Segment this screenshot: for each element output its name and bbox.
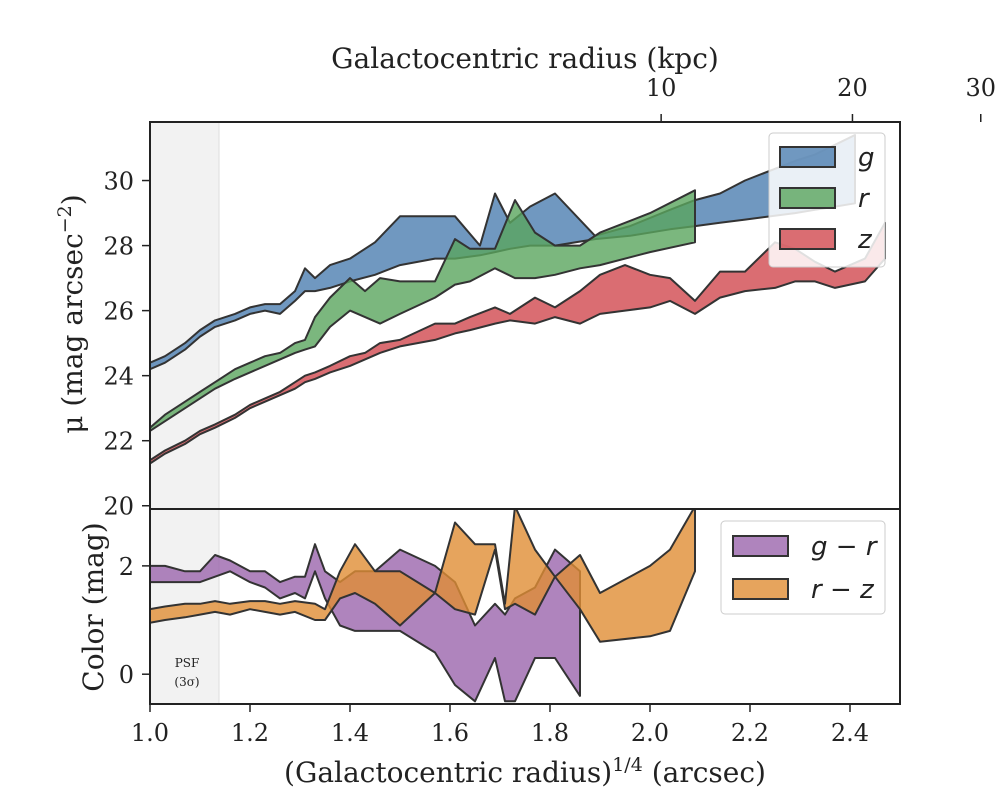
legend-items: grz xyxy=(779,143,875,255)
color-tick-label: 2 xyxy=(119,553,134,581)
radius-tick-label: 2.0 xyxy=(631,719,669,747)
legend-label: r xyxy=(858,184,871,214)
color-tick-label: 0 xyxy=(119,661,134,689)
legend-label: z xyxy=(857,225,873,255)
legend-label: g xyxy=(858,143,875,173)
color-axis-ticks: 02 xyxy=(119,553,150,689)
radius-tick-label: 1.2 xyxy=(231,719,269,747)
psf-shaded-region xyxy=(150,122,219,509)
color-panel: 02 1.0 1.2 1.4 1.6 1.8 2.0 2.2 2.4 Color (mag) … xyxy=(77,508,901,789)
color-series xyxy=(150,509,696,703)
mu-tick-label: 28 xyxy=(103,233,134,261)
mu-tick-label: 24 xyxy=(103,363,134,391)
radius-tick-label: 1.8 xyxy=(531,719,569,747)
mu-axis-title: μ (mag arcsec−2) xyxy=(54,194,89,433)
legend-swatch xyxy=(732,578,789,600)
radius-tick-label: 2.2 xyxy=(731,719,769,747)
radius-tick-label: 2.4 xyxy=(831,719,869,747)
radius-tick-label: 1.4 xyxy=(331,719,369,747)
legend-label: g − r xyxy=(811,532,879,562)
radius-tick-label: 1.6 xyxy=(431,719,469,747)
psf-annotation-label: PSF xyxy=(175,656,200,670)
mu-tick-label: 26 xyxy=(103,298,134,326)
band-color-1 xyxy=(150,509,696,643)
band-color-0 xyxy=(150,543,581,703)
mu-tick-label: 30 xyxy=(103,168,134,196)
mu-axis-ticks: 20 22 24 26 28 30 xyxy=(103,168,150,521)
legend-swatch xyxy=(779,146,836,168)
legend-swatch xyxy=(779,187,836,209)
kpc-axis-title: Galactocentric radius (kpc) xyxy=(331,42,719,75)
legend-label: r − z xyxy=(811,575,875,605)
bottom-panel-frame xyxy=(149,508,901,705)
bottom-legend: g − r r − z xyxy=(720,520,886,615)
legend-swatch xyxy=(732,535,789,557)
kpc-axis-ticks: 1020305075100150200 xyxy=(646,74,996,122)
legend-items-color: g − r r − z xyxy=(732,532,879,605)
kpc-tick-label: 20 xyxy=(837,74,868,102)
color-axis-title: Color (mag) xyxy=(77,522,110,691)
radius-axis-title: (Galactocentric radius)1/4 (arcsec) xyxy=(284,754,766,789)
band-mag-1 xyxy=(150,189,696,432)
top-legend: grz xyxy=(768,132,886,268)
psf-annotation-sigma: (3σ) xyxy=(174,675,199,689)
kpc-tick-label: 30 xyxy=(965,74,996,102)
mu-tick-label: 20 xyxy=(103,493,134,521)
radius-tick-label: 1.0 xyxy=(131,719,169,747)
legend-swatch xyxy=(779,228,836,250)
mu-tick-label: 22 xyxy=(103,428,134,456)
kpc-tick-label: 10 xyxy=(646,74,677,102)
radius-axis-ticks: 1.0 1.2 1.4 1.6 1.8 2.0 2.2 2.4 xyxy=(131,704,869,747)
